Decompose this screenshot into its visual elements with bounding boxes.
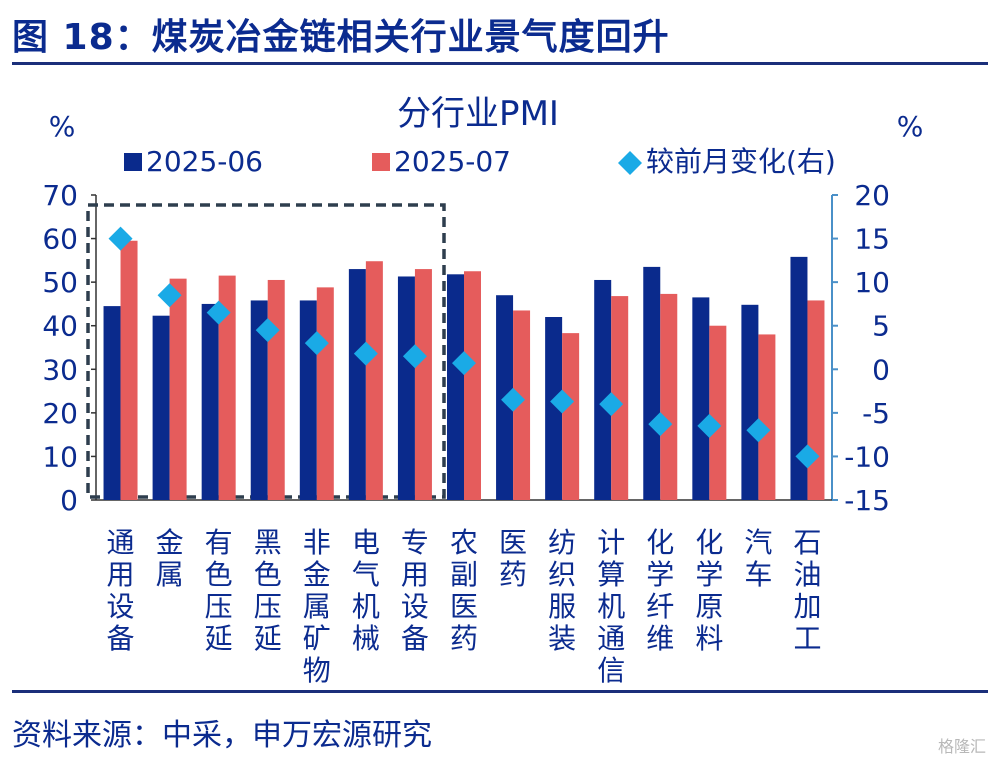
bar-2025-07 xyxy=(807,300,825,500)
bar-2025-07 xyxy=(120,240,138,500)
bottom-rule xyxy=(12,690,988,693)
bar-2025-07 xyxy=(365,261,383,500)
right-axis-tick-label: 5 xyxy=(872,310,890,343)
change-marker xyxy=(304,331,329,356)
category-label: 汽车 xyxy=(744,526,772,591)
bar-2025-06 xyxy=(348,269,366,500)
bar-2025-07 xyxy=(611,296,629,500)
category-label: 医药 xyxy=(499,526,527,591)
change-marker xyxy=(402,344,427,369)
bar-2025-06 xyxy=(692,297,710,500)
left-axis-tick-label: 20 xyxy=(42,397,78,430)
watermark: 格隆汇 xyxy=(937,737,986,756)
bar-2025-07 xyxy=(660,293,678,500)
bar-2025-06 xyxy=(594,279,612,500)
change-marker xyxy=(795,444,820,469)
category-label: 非金属矿物 xyxy=(303,526,331,687)
figure-title: 图 18：煤炭冶金链相关行业景气度回升 xyxy=(12,17,670,58)
legend-label-2025-07: 2025-07 xyxy=(394,145,511,178)
category-label: 通用设备 xyxy=(107,526,135,655)
left-axis-unit: % xyxy=(49,110,76,143)
bar-2025-07 xyxy=(414,269,432,500)
right-axis-tick-label: -15 xyxy=(844,484,890,517)
left-axis-tick-label: 10 xyxy=(42,440,78,473)
bar-2025-07 xyxy=(464,271,481,500)
bar-2025-07 xyxy=(758,334,776,500)
legend-label-2025-06: 2025-06 xyxy=(146,145,263,178)
change-marker xyxy=(697,413,722,438)
bar-2025-07 xyxy=(709,325,727,500)
chart-title: 分行业PMI xyxy=(397,94,559,134)
change-marker xyxy=(353,341,378,366)
change-marker xyxy=(746,418,771,443)
category-label: 农副医药 xyxy=(450,526,478,655)
category-label: 计算机通信 xyxy=(597,526,625,687)
change-marker xyxy=(255,318,280,343)
left-axis-tick-label: 0 xyxy=(60,484,78,517)
change-marker xyxy=(550,389,575,414)
bar-2025-07 xyxy=(513,310,531,500)
change-marker xyxy=(648,412,673,437)
legend-swatch-2025-06 xyxy=(124,153,142,171)
legend-label-change: 较前月变化(右) xyxy=(646,145,836,178)
bar-2025-06 xyxy=(741,304,759,500)
change-marker xyxy=(452,351,476,376)
left-axis-tick-label: 70 xyxy=(42,179,78,212)
source-note: 资料来源：中采，申万宏源研究 xyxy=(12,718,432,753)
change-marker xyxy=(157,283,182,308)
bar-2025-06 xyxy=(201,303,219,500)
top-rule xyxy=(12,62,988,65)
change-marker xyxy=(108,226,133,251)
bar-2025-07 xyxy=(218,275,236,500)
category-label: 化学纤维 xyxy=(646,526,674,655)
left-axis-tick-label: 50 xyxy=(42,266,78,299)
legend-marker-change xyxy=(618,151,642,175)
category-label: 纺织服装 xyxy=(548,526,576,655)
bar-2025-07 xyxy=(562,333,580,500)
left-axis-tick-label: 60 xyxy=(42,223,78,256)
change-marker xyxy=(206,300,231,325)
right-axis-tick-label: 15 xyxy=(854,223,890,256)
bar-2025-07 xyxy=(316,287,334,500)
bar-2025-06 xyxy=(103,306,121,500)
category-label: 化学原料 xyxy=(695,526,723,655)
bar-2025-06 xyxy=(447,274,464,500)
left-axis-tick-label: 40 xyxy=(42,310,78,343)
change-marker xyxy=(501,387,526,412)
category-label: 黑色压延 xyxy=(254,526,282,655)
right-axis-tick-label: 20 xyxy=(854,179,890,212)
right-axis-unit: % xyxy=(897,110,924,143)
bar-2025-06 xyxy=(643,266,661,500)
right-axis-tick-label: 10 xyxy=(854,266,890,299)
bar-2025-07 xyxy=(267,279,285,500)
bar-2025-06 xyxy=(299,300,317,500)
bar-2025-06 xyxy=(152,315,170,500)
left-axis-tick-label: 30 xyxy=(42,353,78,386)
legend-swatch-2025-07 xyxy=(372,153,390,171)
category-label: 专用设备 xyxy=(401,526,429,655)
bar-2025-06 xyxy=(250,300,268,500)
category-label: 有色压延 xyxy=(205,526,233,655)
bar-2025-06 xyxy=(790,256,808,500)
category-label: 金属 xyxy=(156,526,184,591)
change-marker xyxy=(599,392,624,417)
right-axis-tick-label: -5 xyxy=(862,397,890,430)
right-axis-tick-label: -10 xyxy=(844,440,890,473)
category-label: 石油加工 xyxy=(793,526,821,655)
category-label: 电气机械 xyxy=(352,526,380,655)
bar-2025-06 xyxy=(397,276,415,500)
bar-2025-06 xyxy=(545,317,563,500)
right-axis-tick-label: 0 xyxy=(872,353,890,386)
bar-2025-07 xyxy=(169,278,187,500)
